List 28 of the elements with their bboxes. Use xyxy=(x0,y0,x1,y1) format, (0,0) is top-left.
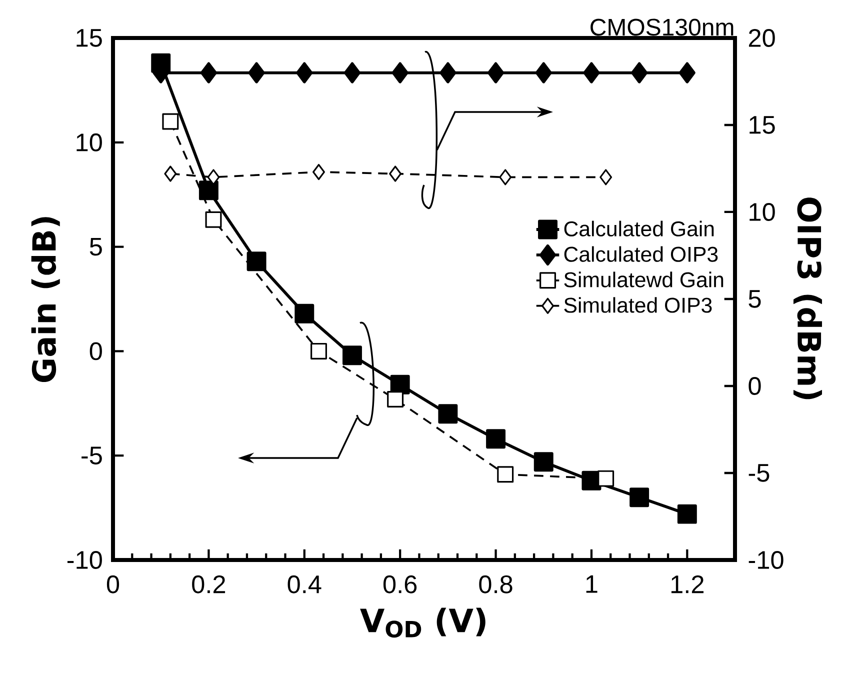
x-tick-label: 0.6 xyxy=(383,575,417,594)
y-tick-label: 15 xyxy=(76,29,102,47)
y2-tick-label: 10 xyxy=(750,203,775,221)
x-tick-label: 0.4 xyxy=(288,575,322,594)
y-tick-label: 0 xyxy=(90,342,102,360)
y2-tick-label: 0 xyxy=(748,377,761,395)
legend-label: Calculated OIP3 xyxy=(564,246,718,262)
y2-tick-label: -5 xyxy=(748,464,770,482)
x-tick-label: 0 xyxy=(106,575,120,594)
x-axis-title: V$_{OD}$ (V) xyxy=(360,608,486,638)
y2-tick-label: -10 xyxy=(748,551,784,569)
y-tick-label: -5 xyxy=(82,446,102,464)
y2-tick-label: 20 xyxy=(748,29,775,47)
y-tick-label: 10 xyxy=(76,133,102,152)
y2-tick-label: 15 xyxy=(750,116,775,134)
x-tick-label: 1 xyxy=(586,575,598,593)
x-tick-label: 0.8 xyxy=(479,575,512,594)
y2-axis-title: OIP3 (dBm) xyxy=(793,198,822,400)
y2-tick-label: 5 xyxy=(748,290,761,308)
legend-label: Calculated Gain xyxy=(564,220,714,236)
legend-label: Simulatewd Gain xyxy=(564,272,724,288)
y-tick-label: 5 xyxy=(90,238,102,256)
x-tick-label: 1.2 xyxy=(671,575,704,594)
y-tick-label: -10 xyxy=(67,551,102,569)
x-tick-label: 0.2 xyxy=(192,575,226,594)
text: CMOS130nm xyxy=(590,18,734,36)
legend-label: Simulated OIP3 xyxy=(564,297,712,313)
y-axis-title: Gain (dB) xyxy=(31,217,60,382)
